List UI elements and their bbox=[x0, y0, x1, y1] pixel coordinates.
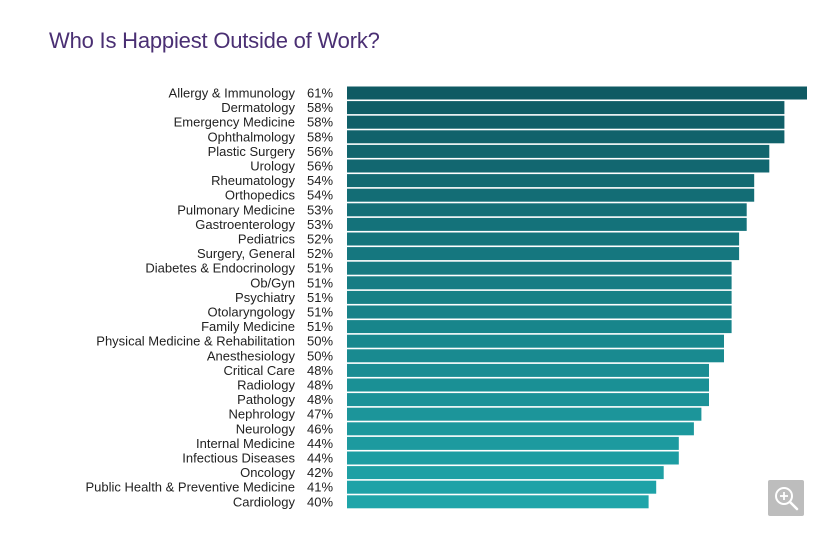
category-label: Psychiatry bbox=[235, 290, 295, 305]
category-label: Infectious Diseases bbox=[182, 451, 295, 466]
bar bbox=[347, 407, 702, 421]
value-label: 41% bbox=[307, 480, 333, 495]
value-labels-group: 61%58%58%58%56%56%54%54%53%53%52%52%51%5… bbox=[307, 86, 333, 510]
value-label: 56% bbox=[307, 144, 333, 159]
bar bbox=[347, 378, 709, 392]
value-label: 42% bbox=[307, 465, 333, 480]
value-label: 54% bbox=[307, 173, 333, 188]
bar bbox=[347, 393, 709, 407]
value-label: 50% bbox=[307, 334, 333, 349]
bar bbox=[347, 480, 657, 494]
value-label: 46% bbox=[307, 421, 333, 436]
bar bbox=[347, 334, 724, 348]
value-label: 44% bbox=[307, 451, 333, 466]
bar bbox=[347, 203, 747, 217]
bar bbox=[347, 144, 770, 158]
category-label: Pulmonary Medicine bbox=[177, 202, 295, 217]
category-label: Allergy & Immunology bbox=[169, 86, 296, 101]
value-label: 61% bbox=[307, 86, 333, 101]
category-label: Dermatology bbox=[221, 100, 295, 115]
category-label: Family Medicine bbox=[201, 319, 295, 334]
category-label: Pathology bbox=[237, 392, 295, 407]
bar bbox=[347, 290, 732, 304]
value-label: 52% bbox=[307, 232, 333, 247]
bar bbox=[347, 217, 747, 231]
bar bbox=[347, 174, 755, 188]
bar bbox=[347, 320, 732, 334]
bar bbox=[347, 261, 732, 275]
bar bbox=[347, 363, 709, 377]
category-label: Oncology bbox=[240, 465, 295, 480]
category-label: Rheumatology bbox=[211, 173, 295, 188]
value-label: 51% bbox=[307, 261, 333, 276]
value-label: 52% bbox=[307, 246, 333, 261]
category-label: Ophthalmology bbox=[208, 129, 296, 144]
value-label: 47% bbox=[307, 407, 333, 422]
value-label: 40% bbox=[307, 494, 333, 509]
category-label: Plastic Surgery bbox=[208, 144, 296, 159]
bar bbox=[347, 115, 785, 129]
bar bbox=[347, 130, 785, 144]
category-label: Diabetes & Endocrinology bbox=[145, 261, 295, 276]
value-label: 58% bbox=[307, 115, 333, 130]
value-label: 53% bbox=[307, 202, 333, 217]
value-label: 48% bbox=[307, 392, 333, 407]
category-label: Neurology bbox=[236, 421, 296, 436]
value-label: 56% bbox=[307, 159, 333, 174]
value-label: 58% bbox=[307, 100, 333, 115]
category-label: Otolaryngology bbox=[208, 305, 296, 320]
zoom-button[interactable] bbox=[768, 480, 804, 516]
value-label: 51% bbox=[307, 290, 333, 305]
value-label: 44% bbox=[307, 436, 333, 451]
category-label: Urology bbox=[250, 159, 295, 174]
bar bbox=[347, 305, 732, 319]
bar bbox=[347, 436, 679, 450]
value-label: 51% bbox=[307, 275, 333, 290]
category-label: Cardiology bbox=[233, 494, 296, 509]
category-label: Radiology bbox=[237, 378, 295, 393]
value-label: 54% bbox=[307, 188, 333, 203]
value-label: 48% bbox=[307, 363, 333, 378]
bar bbox=[347, 101, 785, 115]
category-label: Pediatrics bbox=[238, 232, 296, 247]
bar bbox=[347, 232, 740, 246]
bar bbox=[347, 188, 755, 202]
category-label: Emergency Medicine bbox=[174, 115, 295, 130]
value-label: 58% bbox=[307, 129, 333, 144]
bar bbox=[347, 349, 724, 363]
bar bbox=[347, 159, 770, 173]
value-label: 53% bbox=[307, 217, 333, 232]
bar bbox=[347, 86, 807, 100]
bar bbox=[347, 466, 664, 480]
bar bbox=[347, 451, 679, 465]
category-label: Orthopedics bbox=[225, 188, 296, 203]
category-label: Surgery, General bbox=[197, 246, 295, 261]
category-label: Gastroenterology bbox=[195, 217, 295, 232]
category-label: Ob/Gyn bbox=[250, 275, 295, 290]
value-label: 51% bbox=[307, 305, 333, 320]
category-label: Anesthesiology bbox=[207, 348, 296, 363]
chart-title: Who Is Happiest Outside of Work? bbox=[49, 28, 380, 53]
category-label: Physical Medicine & Rehabilitation bbox=[96, 334, 295, 349]
bar bbox=[347, 247, 740, 261]
value-label: 48% bbox=[307, 378, 333, 393]
zoom-in-icon bbox=[775, 487, 799, 511]
category-label: Nephrology bbox=[229, 407, 296, 422]
value-label: 51% bbox=[307, 319, 333, 334]
value-label: 50% bbox=[307, 348, 333, 363]
category-label: Public Health & Preventive Medicine bbox=[85, 480, 295, 495]
bar bbox=[347, 276, 732, 290]
category-labels-group: Allergy & ImmunologyDermatologyEmergency… bbox=[85, 86, 295, 510]
bar bbox=[347, 495, 649, 509]
bars-group bbox=[347, 86, 807, 509]
bar bbox=[347, 422, 694, 436]
category-label: Internal Medicine bbox=[196, 436, 295, 451]
category-label: Critical Care bbox=[223, 363, 295, 378]
